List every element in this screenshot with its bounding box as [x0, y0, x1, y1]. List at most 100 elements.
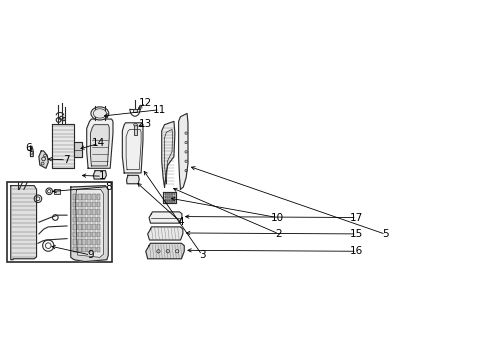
Bar [73, 209, 77, 215]
Bar [73, 239, 77, 245]
Polygon shape [90, 125, 109, 166]
Text: 4: 4 [177, 217, 184, 227]
Bar [73, 194, 77, 200]
Ellipse shape [91, 107, 108, 120]
Bar [78, 194, 81, 200]
Polygon shape [30, 146, 33, 157]
Polygon shape [74, 143, 82, 157]
Polygon shape [93, 171, 106, 179]
Bar [87, 209, 91, 215]
Bar [96, 239, 100, 245]
Bar [96, 247, 100, 252]
Bar [82, 202, 86, 207]
Bar [78, 209, 81, 215]
Bar [164, 196, 165, 198]
Bar [170, 199, 171, 201]
Bar [82, 231, 86, 237]
Bar [168, 199, 169, 201]
Bar [87, 247, 91, 252]
Bar [54, 189, 60, 194]
Bar [73, 217, 77, 222]
Polygon shape [75, 189, 103, 257]
Bar [174, 201, 175, 203]
Polygon shape [39, 151, 48, 168]
Polygon shape [126, 175, 139, 184]
Bar [87, 202, 91, 207]
Bar [96, 209, 100, 215]
Bar [87, 231, 91, 237]
Bar [92, 217, 96, 222]
Bar [78, 202, 81, 207]
Text: 1: 1 [99, 171, 105, 181]
Polygon shape [71, 186, 108, 262]
Bar [96, 231, 100, 237]
Polygon shape [86, 119, 113, 168]
Text: 14: 14 [92, 139, 105, 148]
Bar [82, 247, 86, 252]
Polygon shape [163, 192, 176, 203]
Polygon shape [149, 212, 182, 223]
Bar [172, 199, 173, 201]
Bar [92, 194, 96, 200]
Ellipse shape [133, 123, 137, 126]
Text: 16: 16 [349, 246, 363, 256]
Bar [87, 194, 91, 200]
Bar [164, 199, 165, 201]
Bar [87, 239, 91, 245]
Text: 2: 2 [275, 229, 282, 239]
Bar [78, 247, 81, 252]
Bar [92, 224, 96, 230]
Bar [78, 231, 81, 237]
Text: 5: 5 [382, 229, 388, 239]
Text: 17: 17 [349, 212, 363, 222]
Text: 6: 6 [25, 143, 32, 153]
Bar [82, 194, 86, 200]
Bar [92, 202, 96, 207]
Text: 15: 15 [349, 229, 363, 239]
Polygon shape [11, 186, 37, 260]
Bar [168, 201, 169, 203]
Bar [92, 239, 96, 245]
Polygon shape [147, 227, 183, 240]
Bar [96, 217, 100, 222]
Bar [92, 231, 96, 237]
Bar [82, 224, 86, 230]
Bar [73, 247, 77, 252]
Bar [87, 217, 91, 222]
Bar [73, 231, 77, 237]
Bar [172, 196, 173, 198]
Text: 13: 13 [139, 119, 152, 129]
Polygon shape [178, 113, 187, 189]
Bar [170, 193, 171, 195]
Bar [166, 193, 167, 195]
Bar [82, 217, 86, 222]
Bar [168, 193, 169, 195]
Ellipse shape [93, 109, 106, 118]
Bar [92, 247, 96, 252]
Bar [78, 224, 81, 230]
Bar [172, 193, 173, 195]
Bar [96, 194, 100, 200]
Text: 12: 12 [139, 98, 152, 108]
Bar [170, 201, 171, 203]
Polygon shape [122, 123, 142, 173]
Polygon shape [52, 124, 74, 168]
Text: 11: 11 [153, 105, 166, 115]
Bar [73, 224, 77, 230]
Bar [87, 224, 91, 230]
Bar [166, 199, 167, 201]
Bar [92, 209, 96, 215]
Bar [166, 196, 167, 198]
Bar [7, 183, 111, 262]
Text: 7: 7 [62, 155, 69, 165]
Text: 9: 9 [87, 250, 94, 260]
Bar [174, 193, 175, 195]
Bar [73, 202, 77, 207]
Bar [78, 217, 81, 222]
Bar [96, 202, 100, 207]
Bar [164, 193, 165, 195]
Text: 10: 10 [270, 212, 283, 222]
Bar [174, 199, 175, 201]
Bar [82, 239, 86, 245]
Bar [170, 196, 171, 198]
